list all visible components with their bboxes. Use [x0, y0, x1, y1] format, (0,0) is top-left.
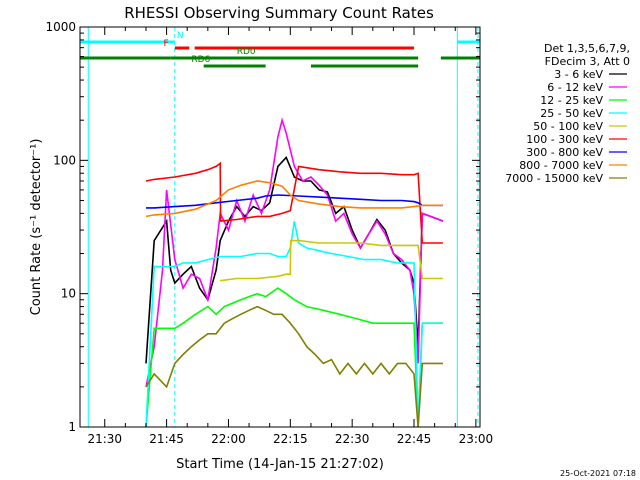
- flag-label-rd6: RD6: [191, 55, 210, 65]
- legend-entry-label: 50 - 100 keV: [533, 120, 603, 133]
- x-tick-label: 21:30: [87, 432, 122, 446]
- x-tick-label: 22:30: [335, 432, 370, 446]
- series-line-800-7000-kev: [145, 180, 443, 218]
- chart-title: RHESSI Observing Summary Count Rates: [124, 4, 434, 22]
- y-tick-label: 1000: [45, 20, 76, 34]
- flag-label-rd0: RD0: [237, 47, 256, 57]
- series-line-300-800-kev: [146, 194, 443, 209]
- legend-header: FDecim 3, Att 0: [545, 55, 630, 68]
- x-tick-label: 22:00: [211, 432, 246, 446]
- gridlines: [87, 27, 479, 427]
- series-line-12-25-kev: [145, 287, 443, 427]
- series-layer: [145, 117, 444, 427]
- series-line-100-300-kev: [145, 161, 443, 244]
- legend-entry-label: 800 - 7000 keV: [519, 159, 603, 172]
- legend-entry-label: 300 - 800 keV: [526, 146, 603, 159]
- legend-entry-label: 12 - 25 keV: [540, 94, 603, 107]
- y-tick-label: 100: [53, 153, 76, 167]
- plot-frame: [79, 26, 481, 428]
- series-line-7000-15000-kev: [145, 305, 443, 427]
- footer-date: 25-Oct-2021 07:18: [560, 469, 636, 478]
- legend-entry-label: 3 - 6 keV: [554, 68, 603, 81]
- legend-entry-label: 7000 - 15000 keV: [505, 172, 603, 185]
- x-tick-label: 23:00: [459, 432, 494, 446]
- flags-layer: NF RD0 RD6: [80, 31, 480, 68]
- y-axis-label: Count Rate (s⁻¹ detector⁻¹): [29, 139, 44, 316]
- y-tick-label: 10: [61, 287, 76, 301]
- x-tick-label: 21:45: [149, 432, 184, 446]
- legend-entry-label: 100 - 300 keV: [526, 133, 603, 146]
- x-tick-label: 22:15: [273, 432, 308, 446]
- y-tick-label: 1: [68, 420, 76, 434]
- flag-label-n: N: [177, 31, 184, 41]
- legend: Det 1,3,5,6,7,9,FDecim 3, Att 03 - 6 keV…: [505, 42, 630, 185]
- legend-header: Det 1,3,5,6,7,9,: [544, 42, 630, 55]
- x-axis-label: Start Time (14-Jan-15 21:27:02): [176, 457, 384, 472]
- legend-entry-label: 6 - 12 keV: [547, 81, 603, 94]
- x-tick-label: 22:45: [397, 432, 432, 446]
- series-line-50-100-kev: [220, 239, 443, 282]
- legend-entry-label: 25 - 50 keV: [540, 107, 603, 120]
- series-line-25-50-kev: [145, 220, 443, 427]
- flag-label-f: F: [163, 39, 168, 49]
- series-line-3-6-kev: [145, 156, 444, 364]
- axes-layer: 1 10 100 1000 21:30 21:45 22:00 22:15 22:30 22:45…: [45, 20, 493, 446]
